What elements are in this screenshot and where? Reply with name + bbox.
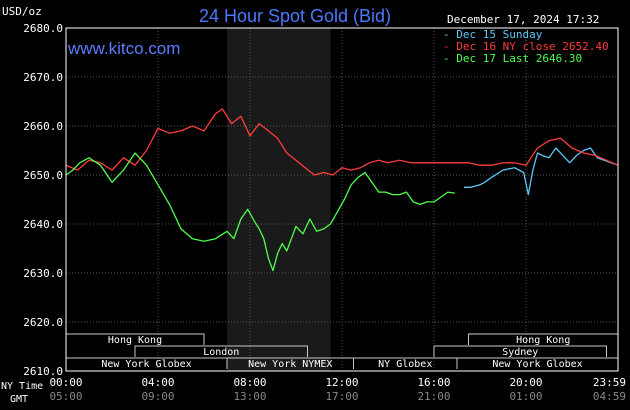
session-label: Hong Kong: [108, 335, 162, 346]
legend-item-dec16: - Dec 16 NY close 2652.40: [443, 40, 609, 53]
y-tick-label: 2620.0: [23, 316, 63, 329]
y-tick-label: 2680.0: [23, 22, 63, 35]
session-label: NY Globex: [378, 359, 432, 370]
y-tick-label: 2630.0: [23, 267, 63, 280]
y-tick-label: 2640.0: [23, 218, 63, 231]
legend: - Dec 15 Sunday - Dec 16 NY close 2652.4…: [443, 28, 609, 65]
x-tick-label-ny: 00:00: [49, 376, 82, 389]
session-label: New York Globex: [492, 359, 582, 370]
x-tick-label-gmt: 13:00: [233, 390, 266, 403]
y-tick-label: 2660.0: [23, 120, 63, 133]
x-tick-label-gmt: 01:00: [509, 390, 542, 403]
ny-time-label: NY Time: [1, 381, 43, 392]
legend-item-dec17: - Dec 17 Last 2646.30: [443, 52, 582, 65]
x-tick-label-gmt: 05:00: [49, 390, 82, 403]
x-tick-label-gmt: 17:00: [325, 390, 358, 403]
x-tick-label-ny: 20:00: [509, 376, 542, 389]
y-tick-label: 2650.0: [23, 169, 63, 182]
legend-item-dec15: - Dec 15 Sunday: [443, 28, 543, 41]
series-line: [65, 152, 455, 272]
session-bar: [433, 345, 607, 357]
x-tick-label-ny: 08:00: [233, 376, 266, 389]
price-series: [65, 108, 619, 272]
series-line: [65, 108, 619, 176]
y-tick-label: 2670.0: [23, 71, 63, 84]
chart-title: 24 Hour Spot Gold (Bid): [199, 6, 391, 26]
datetime-label: December 17, 2024 17:32: [447, 13, 599, 26]
x-tick-label-ny: 16:00: [417, 376, 450, 389]
website-label: www.kitco.com: [67, 39, 180, 58]
x-tick-label-gmt: 21:00: [417, 390, 450, 403]
nymex-shaded-region: [227, 28, 331, 371]
session-label: Sydney: [502, 347, 538, 358]
x-tick-label-gmt: 04:59: [593, 390, 626, 403]
series-line: [463, 147, 619, 196]
session-label: New York NYMEX: [248, 359, 332, 370]
x-tick-label-ny: 04:00: [141, 376, 174, 389]
gmt-label: GMT: [10, 394, 28, 405]
session-label: Hong Kong: [516, 335, 570, 346]
x-tick-label-ny: 23:59: [593, 376, 626, 389]
y-unit-label: USD/oz: [2, 5, 42, 18]
y-tick-label: 2610.0: [23, 365, 63, 378]
x-tick-label-gmt: 09:00: [141, 390, 174, 403]
session-bar: [134, 345, 308, 357]
y-tick-labels: 2610.0 2620.0 2630.0 2640.0 2650.0 2660.0 2670…: [23, 22, 63, 378]
plot-frame: [65, 27, 619, 372]
session-label: London: [203, 347, 239, 358]
grid-lines: [65, 27, 619, 372]
session-label: New York Globex: [101, 359, 191, 370]
x-tick-label-ny: 12:00: [325, 376, 358, 389]
